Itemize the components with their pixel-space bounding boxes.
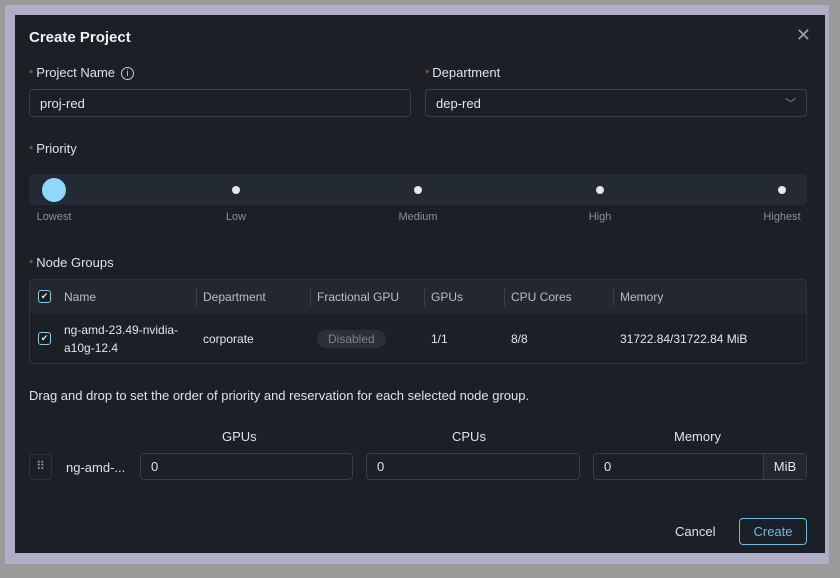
tick-medium: Medium <box>398 211 438 223</box>
department-value: dep-red <box>436 95 481 111</box>
memory-unit: MiB <box>763 454 806 479</box>
gpus-input[interactable]: 0 <box>140 453 353 480</box>
row-checkbox[interactable]: ✔ <box>38 332 51 345</box>
priority-label: * Priority <box>29 141 77 156</box>
cpus-input[interactable]: 0 <box>366 453 580 480</box>
col-gpus: GPUs <box>431 290 464 304</box>
memory-label: Memory <box>674 429 721 444</box>
slider-dot-low[interactable] <box>232 186 240 194</box>
select-all-checkbox[interactable]: ✔ <box>38 290 51 303</box>
fractional-gpu-badge: Disabled <box>317 330 386 348</box>
row-name: ng-amd-23.49-nvidia-a10g-12.4 <box>64 323 179 355</box>
memory-input-group: 0 MiB <box>593 453 807 480</box>
memory-input[interactable]: 0 <box>604 459 612 474</box>
col-department: Department <box>203 290 266 304</box>
cancel-button[interactable]: Cancel <box>675 524 716 539</box>
drag-handle-icon[interactable]: ⠿ <box>29 454 52 480</box>
cpus-label: CPUs <box>452 429 486 444</box>
gpus-label: GPUs <box>222 429 257 444</box>
tick-lowest: Lowest <box>36 211 72 223</box>
info-icon[interactable]: i <box>121 67 135 80</box>
slider-dot-highest[interactable] <box>778 186 786 194</box>
slider-dot-high[interactable] <box>596 186 604 194</box>
row-department: corporate <box>203 332 254 346</box>
col-fractional-gpu: Fractional GPU <box>317 290 400 304</box>
col-memory: Memory <box>620 290 664 304</box>
project-name-label: * Project Name i <box>29 65 135 80</box>
table-header: ✔ Name Department Fractional GPU GPUs CP… <box>30 280 806 314</box>
row-cpu-cores: 8/8 <box>511 332 528 346</box>
priority-slider[interactable] <box>29 174 807 205</box>
department-label: * Department <box>425 65 501 80</box>
create-project-dialog: Create Project ✕ * Project Name i proj-red… <box>15 15 825 553</box>
row-gpus: 1/1 <box>431 332 448 346</box>
department-select[interactable]: dep-red ﹀ <box>425 89 807 117</box>
tick-high: High <box>588 211 612 223</box>
table-row[interactable]: ✔ ng-amd-23.49-nvidia-a10g-12.4 corporat… <box>30 314 806 363</box>
project-name-input[interactable]: proj-red <box>29 89 411 117</box>
reservation-node-name: ng-amd-... <box>66 460 126 475</box>
node-groups-table: ✔ Name Department Fractional GPU GPUs CP… <box>29 279 807 364</box>
tick-low: Low <box>225 211 247 223</box>
dialog-title: Create Project <box>29 29 131 46</box>
slider-handle[interactable] <box>42 178 66 202</box>
close-icon[interactable]: ✕ <box>795 25 811 45</box>
col-name: Name <box>64 290 97 304</box>
node-groups-label: * Node Groups <box>29 255 114 270</box>
reservation-hint: Drag and drop to set the order of priori… <box>29 388 530 403</box>
chevron-down-icon: ﹀ <box>785 98 796 110</box>
row-memory: 31722.84/31722.84 MiB <box>620 332 748 346</box>
col-cpu-cores: CPU Cores <box>511 290 572 304</box>
tick-highest: Highest <box>763 211 801 223</box>
create-button[interactable]: Create <box>739 518 807 545</box>
slider-dot-medium[interactable] <box>414 186 422 194</box>
